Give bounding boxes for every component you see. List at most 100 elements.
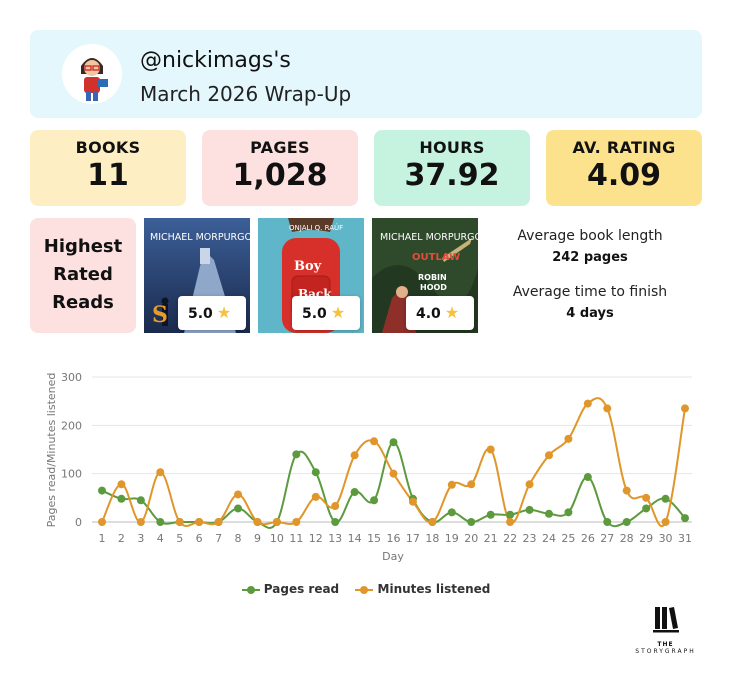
data-point-pages-read[interactable] <box>117 494 126 503</box>
y-axis-label: Pages read/Minutes listened <box>45 373 58 528</box>
stat-label: AV. RATING <box>572 138 676 157</box>
stat-value: 1,028 <box>232 158 328 193</box>
average-book-length: Average book length 242 pages <box>490 228 690 265</box>
data-point-pages-read[interactable] <box>350 488 359 497</box>
data-point-pages-read[interactable] <box>136 496 145 505</box>
data-point-minutes-listened[interactable] <box>408 497 417 506</box>
data-point-pages-read[interactable] <box>447 508 456 517</box>
x-tick-label: 15 <box>367 532 381 545</box>
data-point-minutes-listened[interactable] <box>564 434 573 443</box>
data-point-pages-read[interactable] <box>467 518 476 526</box>
x-tick-label: 25 <box>561 532 575 545</box>
data-point-pages-read[interactable] <box>681 514 689 523</box>
data-point-minutes-listened[interactable] <box>603 404 612 413</box>
chart-series <box>98 397 689 529</box>
data-point-pages-read[interactable] <box>525 505 534 514</box>
data-point-minutes-listened[interactable] <box>486 445 495 454</box>
legend-item-pages-read[interactable]: Pages read <box>241 582 339 596</box>
data-point-pages-read[interactable] <box>642 504 651 513</box>
y-tick-label: 100 <box>61 468 82 481</box>
data-point-minutes-listened[interactable] <box>350 451 359 460</box>
wrapup-header: @nickimags's March 2026 Wrap-Up <box>30 30 702 118</box>
x-tick-label: 8 <box>235 532 242 545</box>
data-point-minutes-listened[interactable] <box>622 486 631 495</box>
data-point-minutes-listened[interactable] <box>681 404 689 413</box>
data-point-minutes-listened[interactable] <box>234 490 243 499</box>
x-tick-label: 14 <box>348 532 362 545</box>
data-point-minutes-listened[interactable] <box>370 437 379 446</box>
data-point-minutes-listened[interactable] <box>389 469 398 478</box>
data-point-minutes-listened[interactable] <box>214 518 223 526</box>
stat-hours: HOURS 37.92 <box>374 130 530 206</box>
stat-books: BOOKS 11 <box>30 130 186 206</box>
rating-badge: 4.0 ★ <box>406 296 474 330</box>
data-point-minutes-listened[interactable] <box>467 480 476 489</box>
data-point-minutes-listened[interactable] <box>331 502 340 511</box>
avg-length-label: Average book length <box>517 228 663 244</box>
data-point-pages-read[interactable] <box>661 494 670 503</box>
data-point-pages-read[interactable] <box>234 504 243 513</box>
data-point-minutes-listened[interactable] <box>253 518 262 526</box>
avatar-illustration-icon <box>62 44 122 104</box>
data-point-pages-read[interactable] <box>486 510 495 519</box>
data-point-minutes-listened[interactable] <box>311 492 320 501</box>
x-tick-label: 19 <box>445 532 459 545</box>
data-point-pages-read[interactable] <box>370 496 379 505</box>
series-line-minutes-listened <box>101 397 686 527</box>
book-cover-1[interactable]: MICHAEL MORPURGO S 5.0 ★ <box>144 218 250 333</box>
data-point-minutes-listened[interactable] <box>544 451 553 460</box>
data-point-pages-read[interactable] <box>622 518 631 526</box>
stat-avg-rating: AV. RATING 4.09 <box>546 130 702 206</box>
data-point-minutes-listened[interactable] <box>175 518 184 526</box>
data-point-pages-read[interactable] <box>506 510 515 519</box>
x-tick-label: 30 <box>659 532 673 545</box>
data-point-minutes-listened[interactable] <box>292 518 301 526</box>
highest-rated-line: Reads <box>52 292 114 313</box>
stat-value: 37.92 <box>404 158 500 193</box>
data-point-pages-read[interactable] <box>544 509 553 518</box>
svg-text:ROBIN: ROBIN <box>418 273 447 282</box>
y-axis-ticks: 0 100 200 300 <box>61 371 82 529</box>
data-point-pages-read[interactable] <box>389 438 398 447</box>
data-point-minutes-listened[interactable] <box>272 518 281 526</box>
data-point-pages-read[interactable] <box>583 473 592 482</box>
data-point-pages-read[interactable] <box>564 508 573 517</box>
data-point-pages-read[interactable] <box>98 486 106 495</box>
stat-pages: PAGES 1,028 <box>202 130 358 206</box>
data-point-minutes-listened[interactable] <box>447 480 456 489</box>
book-author-top: MICHAEL MORPURGO <box>380 232 478 243</box>
data-point-minutes-listened[interactable] <box>98 518 106 526</box>
brand-sub: STORYGRAPH <box>635 648 696 655</box>
chart-legend: Pages read Minutes listened <box>0 582 732 596</box>
data-point-minutes-listened[interactable] <box>583 399 592 408</box>
x-tick-label: 9 <box>254 532 261 545</box>
book-cover-3[interactable]: MICHAEL MORPURGO OUTLAW ROBIN HOOD 4.0 ★ <box>372 218 478 333</box>
data-point-minutes-listened[interactable] <box>117 480 126 489</box>
data-point-minutes-listened[interactable] <box>136 518 145 526</box>
data-point-minutes-listened[interactable] <box>525 480 534 489</box>
data-point-pages-read[interactable] <box>311 468 320 477</box>
x-tick-label: 24 <box>542 532 556 545</box>
rating-value: 5.0 <box>302 306 327 322</box>
data-point-minutes-listened[interactable] <box>156 468 165 477</box>
chart-grid <box>92 376 692 523</box>
highest-rated-line: Rated <box>53 264 113 285</box>
data-point-minutes-listened[interactable] <box>428 518 437 526</box>
x-tick-label: 20 <box>464 532 478 545</box>
legend-item-minutes-listened[interactable]: Minutes listened <box>355 582 490 596</box>
data-point-minutes-listened[interactable] <box>642 493 651 502</box>
book-author-top: MICHAEL MORPURGO <box>150 232 250 243</box>
book-cover-2[interactable]: ONJALI Q. RAÚF Boy Back 5.0 ★ <box>258 218 364 333</box>
data-point-minutes-listened[interactable] <box>661 518 670 526</box>
x-tick-label: 28 <box>620 532 634 545</box>
data-point-pages-read[interactable] <box>331 518 340 526</box>
data-point-minutes-listened[interactable] <box>506 518 515 526</box>
data-point-pages-read[interactable] <box>603 518 612 526</box>
x-tick-label: 23 <box>523 532 537 545</box>
y-tick-label: 300 <box>61 371 82 384</box>
data-point-pages-read[interactable] <box>156 518 165 526</box>
data-point-pages-read[interactable] <box>292 450 301 459</box>
x-axis-label: Day <box>382 550 404 563</box>
series-line-pages-read <box>101 441 686 529</box>
data-point-minutes-listened[interactable] <box>195 518 204 526</box>
